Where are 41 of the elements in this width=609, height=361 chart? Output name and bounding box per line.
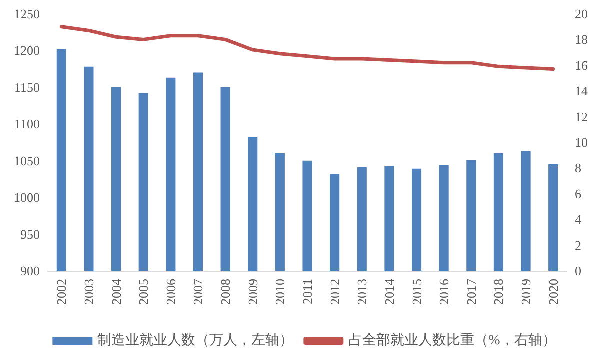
x-tick-label: 2019: [518, 279, 534, 305]
x-tick-label: 2015: [409, 279, 424, 305]
y-tick-label: 1150: [14, 80, 40, 95]
y-tick-label: 1200: [14, 43, 40, 58]
y-tick-label: 950: [20, 226, 40, 242]
y2-tick-label: 6: [575, 186, 582, 202]
y-tick-label: 1250: [14, 6, 40, 22]
y2-tick-label: 2: [575, 238, 582, 253]
x-tick-label: 2009: [245, 279, 260, 305]
y2-tick-label: 14: [575, 84, 588, 99]
y2-tick-label: 12: [575, 109, 588, 124]
y2-tick-label: 20: [575, 6, 588, 22]
x-tick-label: 2016: [436, 278, 452, 305]
y2-tick-label: 18: [575, 32, 588, 48]
x-tick-label: 2007: [190, 278, 206, 305]
x-tick-label: 2006: [163, 278, 178, 305]
x-tick-label: 2004: [108, 278, 124, 305]
line-series: [60, 25, 556, 72]
y2-tick-label: 10: [575, 135, 588, 150]
x-tick-label: 2012: [327, 279, 342, 305]
x-tick-label: 2017: [464, 278, 479, 305]
x-tick-label: 2013: [354, 279, 370, 305]
x-tick-label: 2008: [218, 279, 234, 305]
y-tick-label: 900: [20, 264, 40, 278]
x-tick-label: 2002: [54, 279, 70, 305]
x-tick-label: 2010: [272, 279, 288, 305]
y2-tick-label: 16: [575, 58, 588, 73]
y-tick-label: 1000: [14, 190, 40, 206]
y2-tick-label: 4: [575, 212, 582, 228]
legend-label: 占全部就业人数比重（%，右轴）: [348, 332, 556, 348]
legend-label: 制造业就业人数（万人，左轴）: [98, 332, 294, 348]
x-tick-label: 2018: [491, 279, 506, 305]
x-tick-label: 2005: [136, 279, 152, 305]
x-tick-label: 2003: [81, 279, 96, 305]
x-tick-label: 2011: [300, 279, 315, 305]
y-tick-label: 1100: [14, 116, 40, 132]
y2-tick-label: 8: [575, 160, 582, 176]
y2-tick-label: 0: [575, 264, 582, 278]
y-tick-label: 1050: [14, 153, 40, 168]
x-tick-label: 2020: [546, 279, 561, 305]
x-tick-label: 2014: [382, 278, 397, 305]
